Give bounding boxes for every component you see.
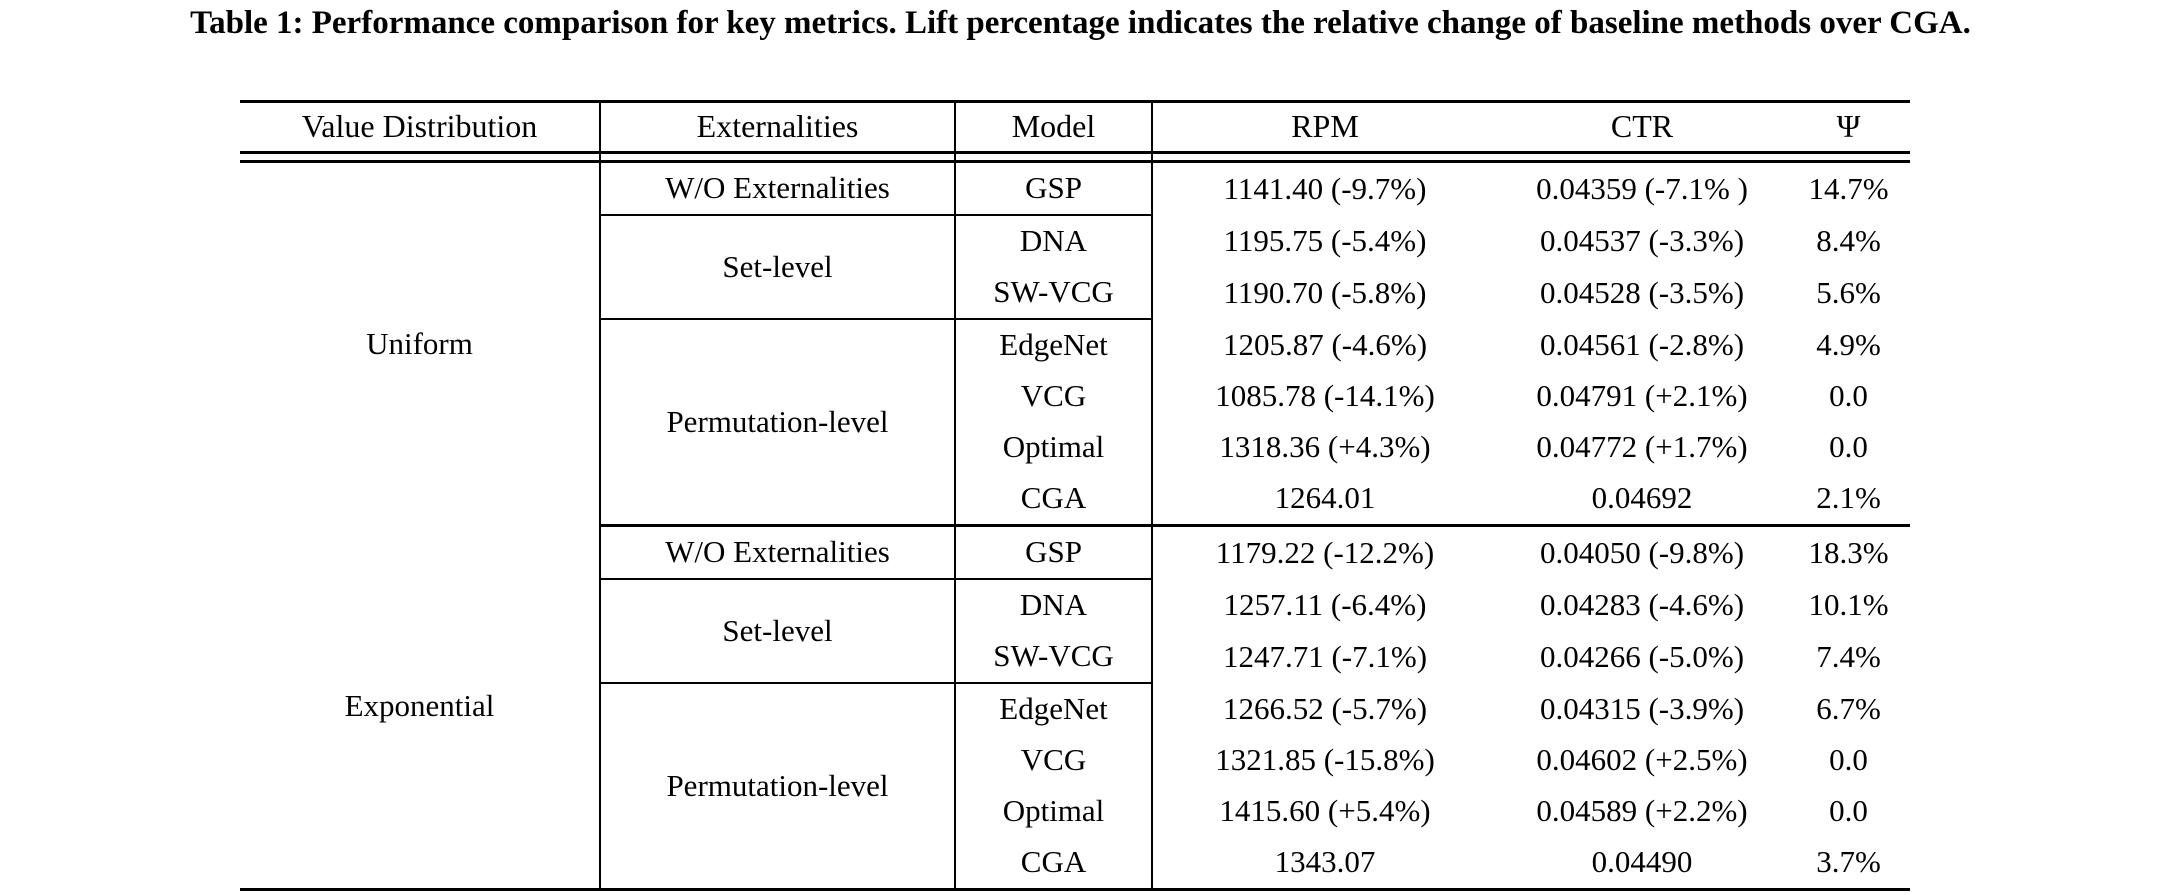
double-rule <box>240 151 1910 163</box>
cell-psi: 3.7% <box>1787 837 1910 891</box>
cell-rpm: 1266.52 (-5.7%) <box>1222 690 1428 726</box>
cell-psi: 5.6% <box>1816 274 1881 310</box>
cell-ctr: 0.04772 (+1.7%) <box>1536 429 1748 465</box>
table-row: Set-level DNA 1195.75 (-5.4%) 0.04537 (-… <box>240 215 1910 320</box>
cell-model: VCG <box>955 735 1153 786</box>
cell-ctr: 0.04490 <box>1497 837 1787 891</box>
cell-model: DNA <box>955 579 1153 631</box>
cell-model: CGA <box>955 473 1153 527</box>
table-row: CGA 1343.07 0.04490 3.7% <box>240 837 1910 891</box>
cell-psi: 0.0 <box>1829 742 1868 778</box>
cell-rpm: 1205.87 (-4.6%) <box>1222 326 1428 362</box>
cell-externalities: W/O Externalities <box>600 525 956 580</box>
table-row: Optimal 1415.60 (+5.4%) 0.04589 (+2.2%) … <box>240 786 1910 837</box>
cell-rpm: 1318.36 (+4.3%) <box>1219 429 1431 465</box>
cell-rpm: 1247.71 (-7.1%) <box>1222 638 1428 674</box>
cell-ctr: 0.04283 (-4.6%) <box>1539 586 1745 622</box>
table-caption: Table 1: Performance comparison for key … <box>190 5 1971 41</box>
table-row: Permutation-level EdgeNet 1205.87 (-4.6%… <box>240 319 1910 527</box>
cell-ctr: 0.04315 (-3.9%) <box>1539 690 1745 726</box>
table-row: CGA 1264.01 0.04692 2.1% <box>240 473 1910 527</box>
col-header-ctr: CTR <box>1497 100 1787 153</box>
cell-rpm: 1190.70 (-5.8%) <box>1223 274 1427 310</box>
cell-rpm: 1179.22 (-12.2%) <box>1215 534 1435 570</box>
col-header-value-distribution: Value Distribution <box>240 100 601 153</box>
cell-psi: 8.4% <box>1816 222 1881 258</box>
cell-psi: 2.1% <box>1787 473 1910 527</box>
cell-psi: 10.1% <box>1808 586 1889 622</box>
cell-psi: 7.4% <box>1816 638 1881 674</box>
cell-ctr: 0.04589 (+2.2%) <box>1536 793 1748 829</box>
cell-psi: 0.0 <box>1829 429 1868 465</box>
cell-model: DNA <box>955 215 1153 267</box>
cell-ctr: 0.04602 (+2.5%) <box>1536 742 1748 778</box>
cell-model: SW-VCG <box>955 267 1153 320</box>
table-row: SW-VCG 1247.71 (-7.1%) 0.04266 (-5.0%) 7… <box>240 631 1910 684</box>
cell-rpm: 1195.75 (-5.4%) <box>1223 222 1427 258</box>
header-row: Value Distribution Externalities Model R… <box>240 100 1910 153</box>
cell-ctr: 0.04528 (-3.5%) <box>1539 274 1745 310</box>
cell-ctr: 0.04692 <box>1497 473 1787 527</box>
cell-psi: 18.3% <box>1808 534 1889 570</box>
cell-ctr: 0.04791 (+2.1%) <box>1536 378 1748 414</box>
col-header-psi: Ψ <box>1787 100 1910 153</box>
cell-externalities: Permutation-level <box>600 683 956 891</box>
cell-rpm: 1257.11 (-6.4%) <box>1223 586 1427 622</box>
cell-distribution: Exponential <box>240 525 601 891</box>
cell-rpm: 1343.07 <box>1152 837 1497 891</box>
table-row: Set-level DNA 1257.11 (-6.4%) 0.04283 (-… <box>240 579 1910 684</box>
table-row: VCG 1085.78 (-14.1%) 0.04791 (+2.1%) 0.0 <box>240 371 1910 422</box>
cell-model: Optimal <box>955 422 1153 473</box>
cell-ctr: 0.04537 (-3.3%) <box>1539 222 1745 258</box>
cell-psi: 14.7% <box>1808 170 1889 206</box>
cell-rpm: 1141.40 (-9.7%) <box>1223 170 1427 206</box>
cell-rpm: 1085.78 (-14.1%) <box>1215 378 1435 414</box>
performance-table: Value Distribution Externalities Model R… <box>240 100 1910 891</box>
cell-externalities: W/O Externalities <box>600 161 956 216</box>
cell-externalities: Set-level <box>600 215 956 320</box>
table-row: Permutation-level EdgeNet 1266.52 (-5.7%… <box>240 683 1910 891</box>
table-row: Uniform W/O Externalities GSP 1141.40 (-… <box>240 161 1910 526</box>
cell-externalities: Set-level <box>600 579 956 684</box>
cell-model: VCG <box>955 371 1153 422</box>
col-header-externalities: Externalities <box>600 100 956 153</box>
cell-model: GSP <box>955 525 1153 580</box>
table-container: Value Distribution Externalities Model R… <box>240 100 1910 891</box>
table-row: SW-VCG 1190.70 (-5.8%) 0.04528 (-3.5%) 5… <box>240 267 1910 320</box>
cell-rpm: 1415.60 (+5.4%) <box>1219 793 1431 829</box>
cell-model: EdgeNet <box>955 319 1153 371</box>
cell-ctr: 0.04561 (-2.8%) <box>1539 326 1745 362</box>
cell-rpm: 1321.85 (-15.8%) <box>1215 742 1435 778</box>
col-header-rpm: RPM <box>1152 100 1497 153</box>
table-row: Optimal 1318.36 (+4.3%) 0.04772 (+1.7%) … <box>240 422 1910 473</box>
cell-psi: 6.7% <box>1816 690 1881 726</box>
cell-model: CGA <box>955 837 1153 891</box>
col-header-model: Model <box>955 100 1153 153</box>
cell-ctr: 0.04050 (-9.8%) <box>1539 534 1745 570</box>
cell-psi: 4.9% <box>1816 326 1881 362</box>
table-row: VCG 1321.85 (-15.8%) 0.04602 (+2.5%) 0.0 <box>240 735 1910 786</box>
cell-psi: 0.0 <box>1829 378 1868 414</box>
cell-distribution: Uniform <box>240 161 601 526</box>
cell-ctr: 0.04266 (-5.0%) <box>1539 638 1745 674</box>
cell-externalities: Permutation-level <box>600 319 956 527</box>
cell-model: Optimal <box>955 786 1153 837</box>
cell-ctr: 0.04359 (-7.1% ) <box>1536 170 1748 206</box>
cell-model: SW-VCG <box>955 631 1153 684</box>
cell-model: EdgeNet <box>955 683 1153 735</box>
cell-model: GSP <box>955 161 1153 216</box>
cell-psi: 0.0 <box>1829 793 1868 829</box>
cell-rpm: 1264.01 <box>1152 473 1497 527</box>
table-row: Exponential W/O Externalities GSP 1179.2… <box>240 525 1910 891</box>
